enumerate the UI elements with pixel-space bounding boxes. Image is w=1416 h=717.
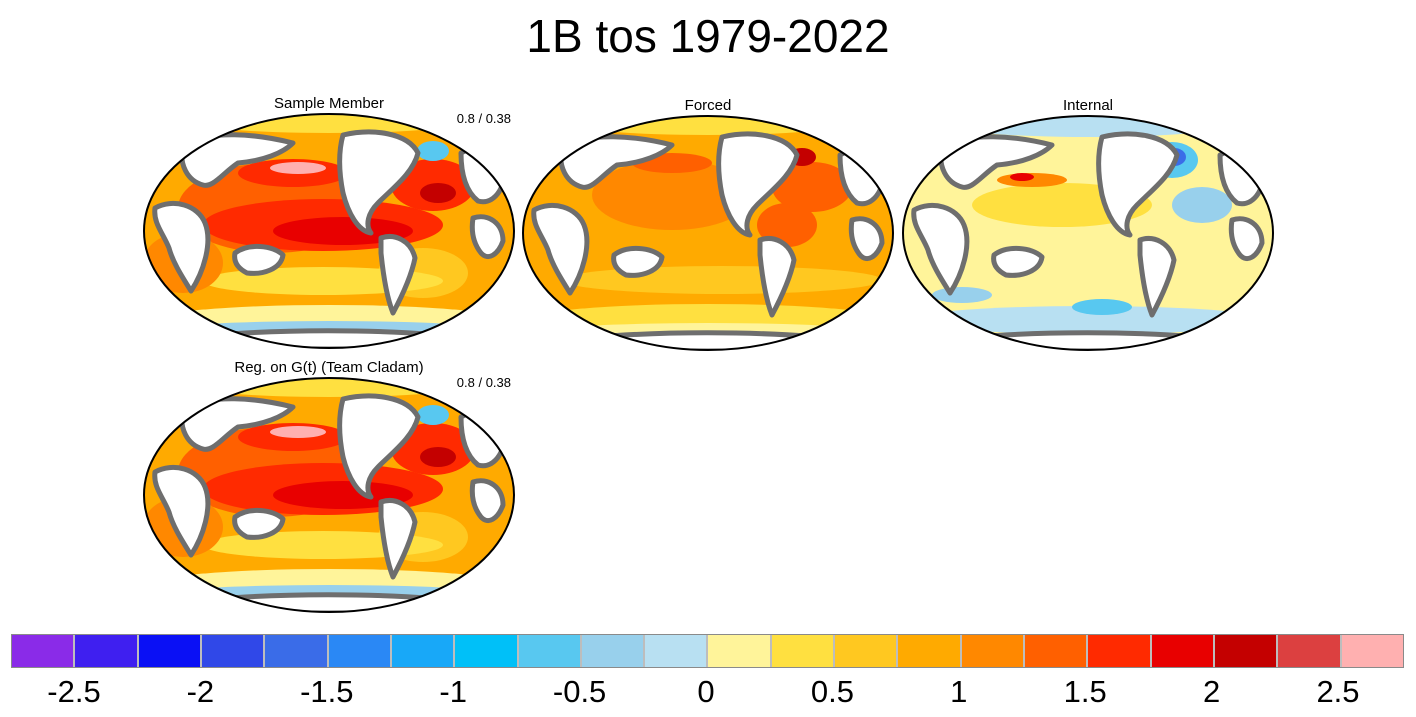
map-panel-regression: Reg. on G(t) (Team Cladam) 0.8 / 0.38: [143, 359, 515, 619]
colorbar-cell: [391, 635, 456, 667]
colorbar-tick-label: 2: [1202, 674, 1221, 709]
land-mass: [469, 478, 506, 523]
map-border: [143, 377, 515, 613]
land-mass: [179, 396, 296, 452]
map-panel-sample-member: Sample Member 0.8 / 0.38: [143, 95, 515, 355]
land-mass: [232, 244, 286, 276]
panel-title: Internal: [1062, 97, 1114, 114]
land-mass: [1228, 216, 1265, 261]
colorbar-tick-label: -0.5: [552, 674, 607, 709]
panel-stat: 0.8 / 0.38: [456, 111, 511, 126]
colorbar-tick-label: 1: [950, 674, 968, 709]
colorbar-cell: [12, 635, 76, 667]
colorbar-cell: [518, 635, 582, 667]
panel-stat: 0.8 / 0.38: [456, 375, 511, 390]
colorbar-cell: [328, 635, 392, 667]
land-mass: [1096, 131, 1180, 238]
land-mass: [469, 214, 506, 259]
land-mass: [559, 330, 857, 350]
panel-title: Sample Member: [273, 95, 385, 112]
land-mass: [991, 246, 1045, 278]
land-mass: [337, 129, 421, 236]
colorbar-tick-label: 0: [697, 674, 715, 709]
land-mass: [232, 508, 286, 540]
colorbar-tick-label: 0.5: [810, 674, 854, 709]
colorbar-cell: [1025, 635, 1089, 667]
panel-title: Reg. on G(t) (Team Cladam): [234, 359, 424, 376]
figure-title: 1B tos 1979-2022: [526, 10, 890, 62]
land-mass: [558, 134, 675, 190]
colorbar-cell: [75, 635, 139, 667]
colorbar-cell: [961, 635, 1025, 667]
colorbar-cell: [1151, 635, 1215, 667]
map-internal: [902, 115, 1274, 351]
land-mass: [152, 200, 211, 294]
colorbar-cell: [771, 635, 836, 667]
colorbar-tick-label: 1.5: [1063, 674, 1107, 709]
map-panel-forced: Forced: [522, 97, 894, 357]
map-forced: [522, 115, 894, 351]
colorbar-cell: [1278, 635, 1342, 667]
colorbar-cell: [708, 635, 772, 667]
colorbar-tick-label: -2: [186, 674, 215, 709]
colorbar-cell: [201, 635, 266, 667]
colorbar-tick-label: -1: [439, 674, 467, 709]
land-mass: [1137, 236, 1177, 318]
sst-field: [144, 378, 514, 612]
map-border: [522, 115, 894, 351]
land-mass: [531, 202, 590, 296]
colorbar-ticks: -2.5 -2 -1.5 -1 -0.5 0 0.5 1 1.5 2 2.5: [0, 672, 1416, 712]
map-regression: [143, 377, 515, 613]
colorbar-cell: [1088, 635, 1152, 667]
colorbar-tick-label: -1.5: [300, 674, 354, 709]
colorbar-cell: [898, 635, 962, 667]
land-mass: [716, 131, 800, 238]
map-sample-member: [143, 113, 515, 349]
colorbar-cell: [1214, 635, 1279, 667]
panel-title: Forced: [684, 97, 732, 114]
land-mass: [757, 236, 797, 318]
colorbar: [11, 634, 1404, 668]
colorbar-cell: [581, 635, 646, 667]
land-mass: [848, 216, 885, 261]
colorbar-tick-label: 2.5: [1316, 674, 1360, 709]
land-mass: [378, 498, 418, 580]
land-mass: [611, 246, 665, 278]
colorbar-cell: [455, 635, 519, 667]
colorbar-cell: [835, 635, 899, 667]
land-mass: [180, 592, 478, 612]
sst-field: [144, 114, 514, 348]
land-mass: [939, 330, 1237, 350]
map-border: [902, 115, 1274, 351]
land-mass: [938, 134, 1055, 190]
colorbar-cell: [138, 635, 202, 667]
colorbar-cell: [645, 635, 709, 667]
land-mass: [179, 132, 296, 188]
land-mass: [180, 328, 478, 348]
colorbar-tick-label: -2.5: [47, 674, 101, 709]
land-mass: [337, 393, 421, 500]
map-border: [143, 113, 515, 349]
land-mass: [152, 464, 211, 558]
map-panel-internal: Internal: [902, 97, 1274, 357]
land-mass: [378, 234, 418, 316]
colorbar-cell: [265, 635, 329, 667]
land-mass: [911, 202, 970, 296]
colorbar-cell: [1341, 635, 1403, 667]
